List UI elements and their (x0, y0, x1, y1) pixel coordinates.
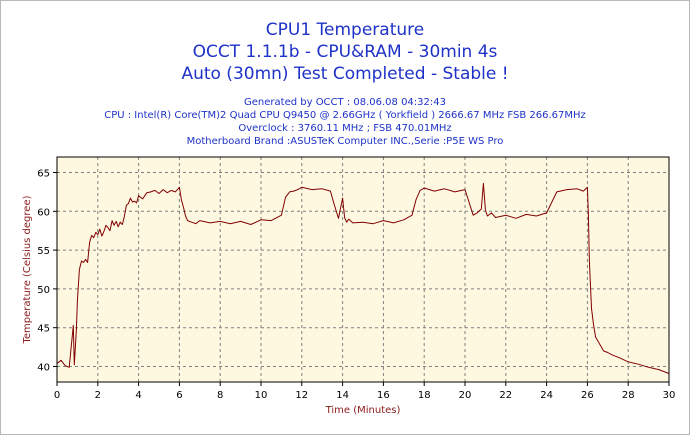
chart-title-line-3: Auto (30mn) Test Completed - Stable ! (181, 64, 509, 84)
x-tick-label: 6 (176, 390, 182, 401)
y-axis-label: Temperature (Celsius degree) (22, 195, 33, 344)
grid-lines (57, 157, 669, 382)
y-tick-label: 45 (37, 324, 50, 335)
series-line-cpu1-temperature (56, 182, 670, 374)
x-tick-label: 22 (499, 390, 512, 401)
info-overclock: Overclock : 3760.11 MHz ; FSB 470.01MHz (238, 123, 452, 134)
x-tick-label: 28 (622, 390, 635, 401)
y-tick-label: 40 (37, 362, 50, 373)
x-tick-label: 18 (418, 390, 431, 401)
x-tick-label: 30 (663, 390, 676, 401)
y-tick-label: 65 (37, 169, 50, 180)
x-tick-label: 16 (377, 390, 390, 401)
x-tick-label: 4 (135, 390, 141, 401)
info-cpu: CPU : Intel(R) Core(TM)2 Quad CPU Q9450 … (104, 110, 586, 121)
x-tick-label: 26 (581, 390, 594, 401)
plot-border (56, 156, 670, 383)
x-axis-label: Time (Minutes) (325, 405, 401, 416)
x-tick-label: 20 (459, 390, 472, 401)
x-tick-label: 0 (54, 390, 60, 401)
x-tick-label: 8 (217, 390, 223, 401)
y-tick-label: 60 (37, 207, 50, 218)
x-tick-label: 24 (540, 390, 553, 401)
info-generated: Generated by OCCT : 08.06.08 04:32:43 (244, 97, 446, 108)
info-motherboard: Motherboard Brand :ASUSTeK Computer INC.… (186, 136, 504, 147)
x-tick-label: 2 (95, 390, 101, 401)
x-tick-label: 10 (255, 390, 268, 401)
y-tick-label: 55 (37, 246, 50, 257)
chart-title-line-2: OCCT 1.1.1b - CPU&RAM - 30min 4s (192, 42, 498, 62)
plot-area (57, 157, 669, 382)
x-tick-label: 14 (336, 390, 349, 401)
x-tick-label: 12 (295, 390, 308, 401)
chart-title-line-1: CPU1 Temperature (265, 20, 425, 40)
y-tick-label: 50 (37, 285, 50, 296)
